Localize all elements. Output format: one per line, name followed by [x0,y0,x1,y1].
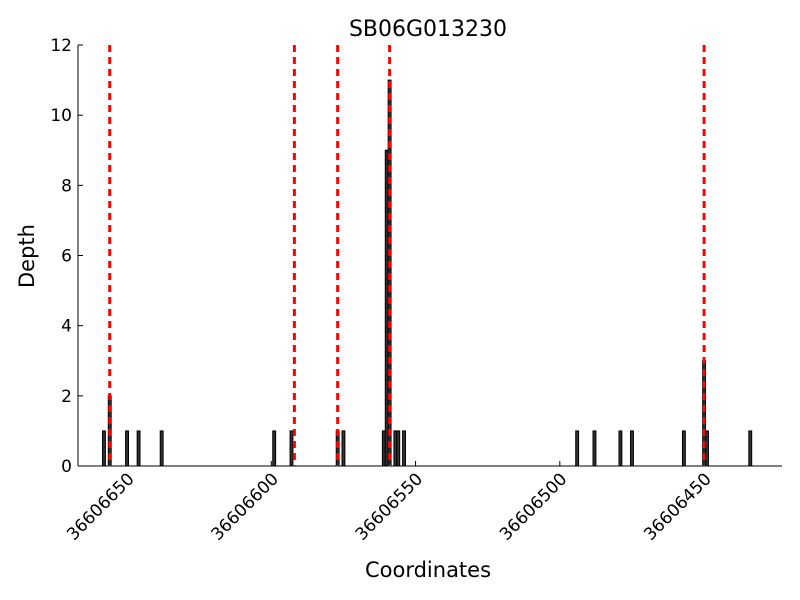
bar [575,430,580,467]
y-tick-label: 10 [50,106,72,126]
bar [159,430,164,467]
x-tick-label: 36606500 [496,469,571,544]
bar [705,430,709,467]
y-tick-label: 2 [61,387,72,407]
bar [125,430,129,467]
y-tick-label: 8 [61,176,72,196]
bar [272,430,277,467]
chart-title: SB06G013230 [349,17,507,42]
bar [396,430,401,467]
bar [402,430,406,467]
bar [748,430,753,467]
y-tick-label: 4 [61,317,72,337]
y-axis-label: Depth [15,224,39,288]
x-tick-label: 36606600 [208,469,283,544]
y-tick-label: 12 [50,36,72,56]
y-tick-label: 0 [61,457,72,477]
x-axis-label: Coordinates [365,558,491,582]
bar [102,430,106,467]
bar [681,430,686,467]
bar [618,430,623,467]
y-tick-label: 6 [61,247,72,267]
bar [592,430,597,467]
bar [136,430,141,467]
x-tick-label: 36606650 [63,469,138,544]
bar [289,430,294,467]
bar [630,430,634,467]
bar [341,430,346,467]
x-tick-label: 36606550 [352,469,427,544]
bar [335,430,340,467]
x-tick-label: 36606450 [640,469,715,544]
